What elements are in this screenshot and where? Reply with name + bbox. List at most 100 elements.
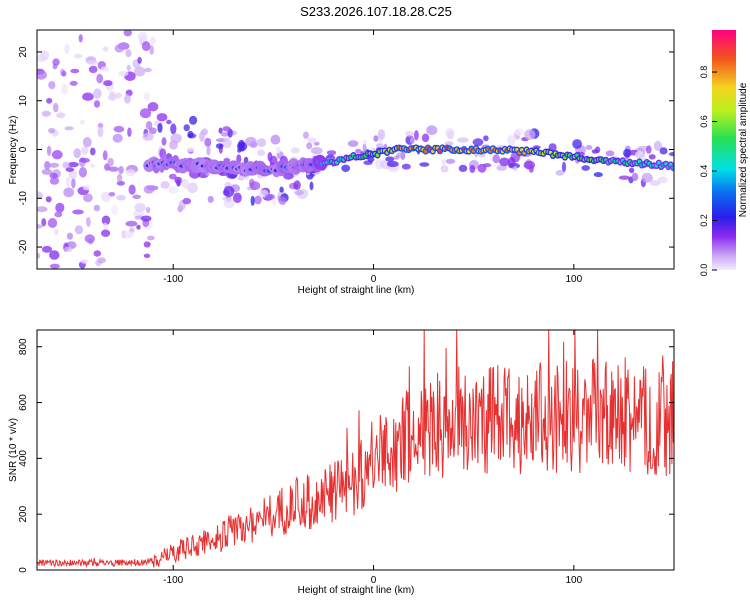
colorbar-gradient — [712, 30, 736, 270]
heatmap-cell — [233, 192, 242, 204]
heatmap-cells — [37, 30, 674, 269]
heatmap-cell — [93, 100, 101, 108]
heatmap-cell — [469, 165, 476, 173]
heatmap-cell — [237, 175, 245, 181]
heatmap-y-axis-label: Frequency (Hz) — [8, 116, 19, 185]
heatmap-cell — [182, 197, 191, 205]
heatmap-cell — [67, 161, 79, 168]
heatmap-ridge-cell — [671, 166, 674, 170]
heatmap-cell — [161, 137, 167, 146]
heatmap-cell — [204, 137, 212, 147]
heatmap-cell — [303, 131, 309, 139]
heatmap-cell — [239, 143, 245, 152]
heatmap-y-tick-label: 10 — [18, 95, 29, 107]
heatmap-cell — [220, 132, 229, 137]
heatmap-cell — [585, 145, 593, 150]
heatmap-cell — [245, 136, 257, 147]
heatmap-cell — [143, 67, 152, 73]
heatmap-cell — [445, 158, 456, 164]
heatmap-cell — [93, 250, 102, 257]
heatmap-cell — [84, 234, 96, 244]
heatmap-cell — [100, 66, 110, 72]
heatmap-cell — [49, 263, 60, 269]
heatmap-cell — [125, 49, 132, 58]
heatmap-cell — [313, 141, 320, 146]
heatmap-cell — [121, 230, 134, 239]
heatmap-cell — [127, 127, 132, 137]
heatmap-cell — [118, 166, 124, 174]
heatmap-cell — [82, 92, 94, 101]
heatmap-cell — [367, 156, 375, 163]
heatmap-cell — [61, 83, 68, 95]
heatmap-cell — [81, 146, 89, 155]
heatmap-cell — [49, 250, 60, 260]
heatmap-cell — [48, 81, 56, 90]
heatmap-cell — [147, 235, 155, 241]
heatmap-cell — [142, 132, 154, 141]
heatmap-cell — [628, 167, 635, 173]
heatmap-cell — [362, 142, 367, 154]
heatmap-cell — [594, 146, 601, 154]
heatmap-cell — [55, 202, 65, 213]
heatmap-cell — [123, 30, 132, 37]
heatmap-cell — [218, 127, 223, 134]
heatmap-ridge-cell — [375, 153, 380, 157]
heatmap-cell — [37, 252, 41, 259]
heatmap-cell — [137, 56, 142, 64]
snr-y-axis-label: SNR (10 * v/v) — [8, 418, 19, 482]
heatmap-cell — [62, 161, 70, 169]
heatmap-cell — [270, 134, 281, 145]
heatmap-cell — [341, 164, 351, 172]
heatmap-cell — [107, 157, 114, 167]
heatmap-cell — [46, 97, 53, 104]
heatmap-y-tick-label: -20 — [18, 239, 29, 254]
heatmap-cell — [88, 65, 98, 74]
heatmap-cell — [294, 190, 304, 196]
colorbar: 0.0 0.2 0.4 0.6 0.8 Normalized spectral ampl… — [699, 30, 749, 276]
heatmap-cell — [70, 68, 80, 74]
snr-series-line — [37, 330, 674, 568]
heatmap-cell — [49, 162, 59, 168]
heatmap-cell — [174, 176, 182, 184]
heatmap-y-tick-label: 0 — [18, 146, 29, 152]
heatmap-cell — [66, 232, 73, 240]
heatmap-cell — [555, 169, 565, 176]
heatmap-cell — [499, 157, 510, 167]
heatmap-cell — [279, 186, 284, 193]
snr-frame — [36, 329, 675, 571]
heatmap-cell — [63, 187, 75, 198]
heatmap-cell — [222, 126, 231, 132]
heatmap-cell — [581, 165, 590, 171]
heatmap-cell — [82, 184, 91, 191]
heatmap-ridge-cell — [657, 161, 661, 165]
heatmap-cell — [187, 130, 194, 139]
colorbar-tick-label: 0.8 — [699, 66, 709, 79]
heatmap-cell — [108, 192, 116, 197]
heatmap-cell — [257, 149, 265, 157]
heatmap-cell — [107, 93, 117, 101]
heatmap-cell — [605, 150, 615, 157]
heatmap-cell — [78, 167, 87, 178]
heatmap-cell — [103, 80, 113, 87]
heatmap-cell — [134, 66, 146, 77]
heatmap-cell — [47, 218, 58, 228]
snr-x-tick-label: 100 — [565, 575, 582, 586]
heatmap-cell — [223, 186, 235, 197]
heatmap-cell — [159, 148, 167, 160]
heatmap-cell — [222, 137, 232, 149]
heatmap-cell — [52, 102, 59, 113]
heatmap-cell — [183, 124, 190, 132]
heatmap-cell — [101, 229, 111, 237]
snr-y-tick-label: 600 — [18, 394, 29, 411]
heatmap-y-tick-label: -10 — [18, 191, 29, 206]
heatmap-cell — [409, 136, 415, 144]
heatmap-cell — [668, 151, 674, 157]
heatmap-cell — [48, 128, 56, 134]
heatmap-cell — [80, 259, 89, 264]
heatmap-ridge-cell — [637, 159, 642, 164]
heatmap-cell — [223, 197, 235, 208]
heatmap-cell — [46, 145, 52, 156]
heatmap-cell — [265, 193, 275, 200]
heatmap-cell — [90, 163, 95, 169]
colorbar-ticks: 0.0 0.2 0.4 0.6 0.8 — [699, 66, 717, 276]
